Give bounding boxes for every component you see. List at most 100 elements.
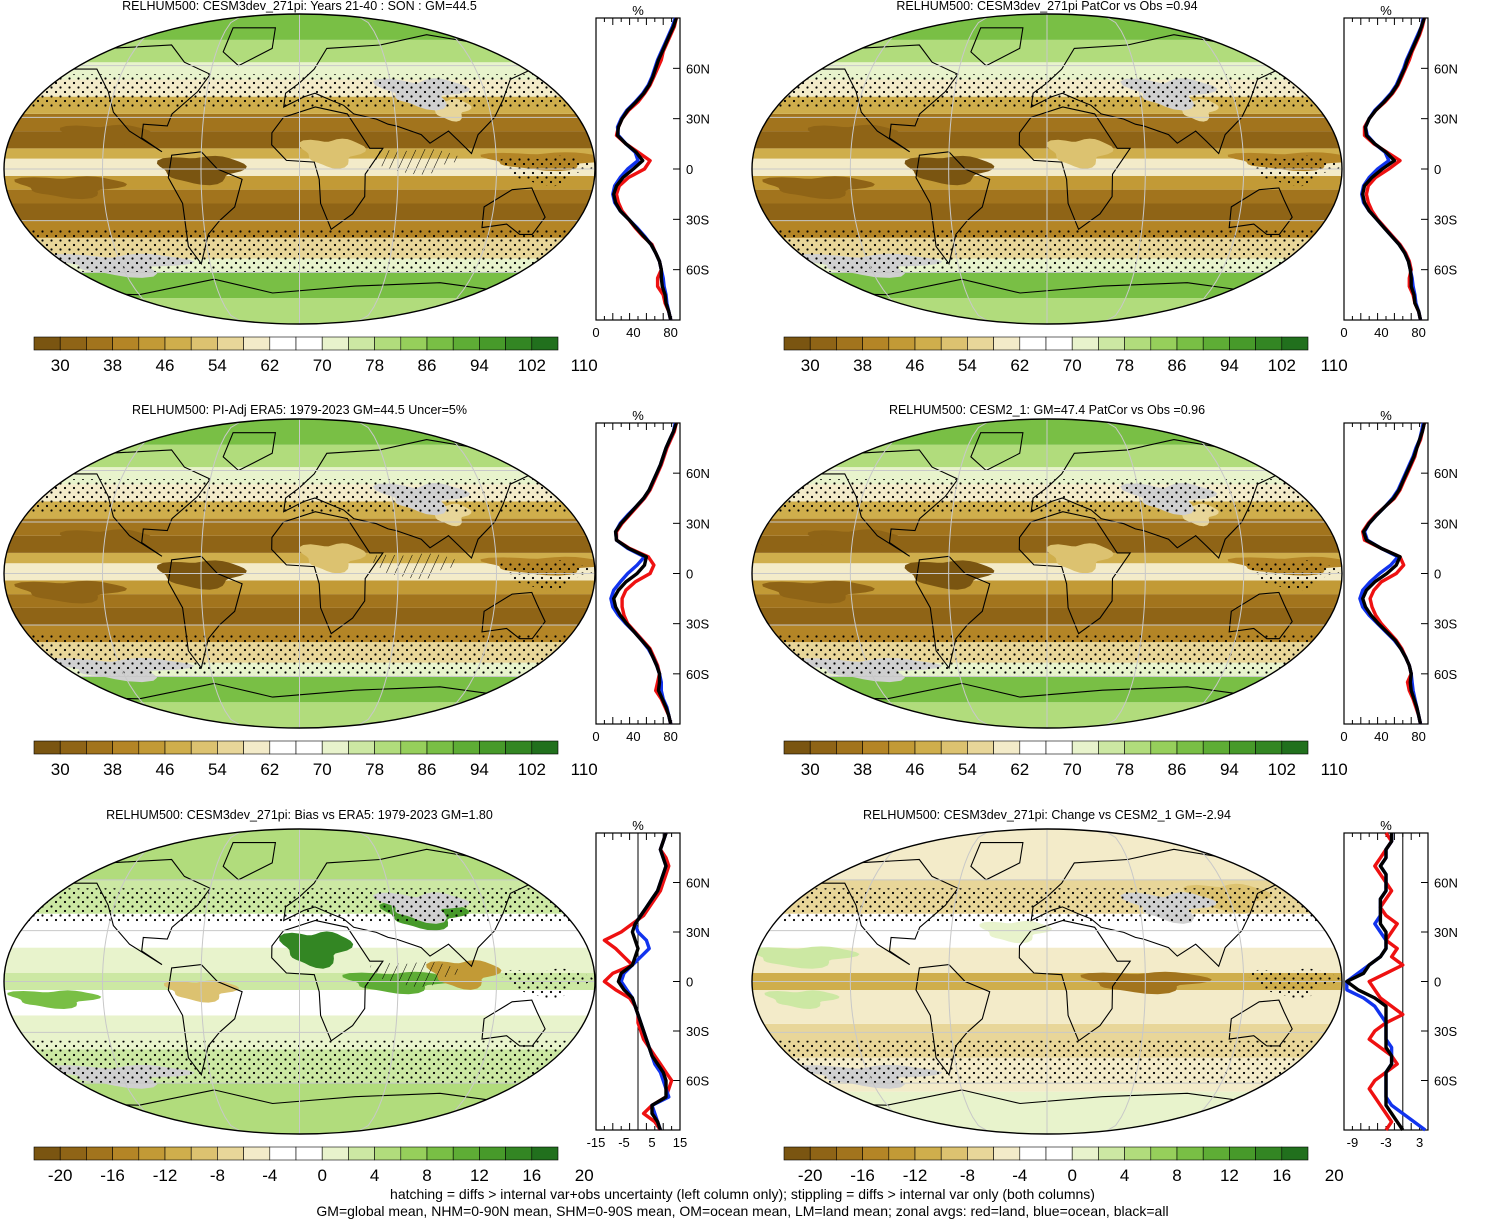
colorbar-label: 54 (208, 356, 227, 375)
colorbar-swatch (243, 336, 271, 351)
zonal-ytick-label: 60N (686, 61, 710, 76)
colorbar-label: -4 (262, 1166, 277, 1185)
panel-1-1: RELHUM500: CESM3dev_271pi: Years 21-40 :… (3, 0, 710, 375)
footer-hatching-note: hatching = diffs > internal var+obs unce… (390, 1186, 1095, 1202)
colorbar-swatch (940, 1146, 968, 1161)
colorbar-swatch (1019, 740, 1047, 755)
colorbar-swatch (452, 336, 480, 351)
colorbar-swatch (217, 336, 244, 351)
stippling (1246, 560, 1341, 591)
zonal-xtick-label: 80 (663, 729, 677, 744)
footer-legend-note: GM=global mean, NHM=0-90N mean, SHM=0-90… (316, 1203, 1169, 1219)
colorbar-label: 102 (1268, 356, 1296, 375)
coastline-north-america (811, 44, 959, 153)
colorbar-label: 110 (1321, 356, 1348, 375)
coastline-greenland (222, 842, 277, 881)
colorbar-swatch (1255, 740, 1283, 755)
zonal-xtick-label: -9 (1347, 1135, 1359, 1150)
colorbar-swatch (888, 1146, 916, 1161)
zonal-ytick-label: 30N (1434, 925, 1458, 940)
colorbar-swatch (1281, 336, 1309, 351)
colorbar-label: -12 (153, 1166, 178, 1185)
zonal-ytick-label: 0 (686, 975, 693, 990)
colorbar-label: 0 (317, 1166, 326, 1185)
colorbar-swatch (940, 740, 968, 755)
colorbar-swatch (914, 740, 942, 755)
zonal-mean-plot: % -9 -3 3 60N 30N 0 30S 60S (1343, 818, 1458, 1150)
field-feature (14, 580, 128, 604)
panel-title: RELHUM500: CESM3dev_271pi: Years 21-40 :… (122, 0, 477, 13)
hatching (370, 553, 460, 580)
field-feature (1046, 543, 1114, 574)
zonal-frame (595, 17, 681, 321)
graticule-meridian (1155, 419, 1245, 728)
colorbar-swatch (836, 336, 863, 351)
colorbar-swatch (426, 336, 454, 351)
colorbar-swatch (940, 336, 968, 351)
colorbar-swatch (217, 740, 244, 755)
graticule-meridian (200, 419, 246, 728)
colorbar-swatch (59, 740, 87, 755)
coastline-africa (1018, 106, 1132, 231)
map-outline (751, 828, 1343, 1135)
coastline-australia (481, 591, 546, 640)
colorbar-swatch (914, 1146, 942, 1161)
field-feature (764, 990, 840, 1009)
coastline-eurasia (283, 439, 548, 559)
coastline-north-america (811, 858, 959, 966)
coastline-antarctica (57, 682, 538, 728)
zonal-ytick-label: 0 (1434, 162, 1441, 177)
colorbar-swatch (374, 740, 402, 755)
map-outline (751, 13, 1343, 325)
coastline-greenland (970, 842, 1024, 881)
hatching (370, 961, 460, 987)
colorbar-label: 94 (470, 356, 489, 375)
coastline-eurasia (1030, 439, 1295, 560)
colorbar-swatch (1176, 1146, 1204, 1161)
colorbar-label: 86 (1168, 760, 1187, 779)
colorbar-swatch (531, 1146, 559, 1161)
zonal-ytick-label: 0 (1434, 975, 1441, 990)
coastline-australia (481, 999, 546, 1047)
colorbar-swatch (59, 1146, 87, 1161)
colorbar: 30 38 46 54 62 70 78 86 94 102 110 (33, 336, 598, 375)
graticule-meridian (407, 14, 498, 324)
zonal-series-all (1361, 17, 1426, 321)
colorbar-label: 94 (470, 760, 489, 779)
colorbar-label: 30 (801, 760, 820, 779)
colorbar-label: 38 (853, 356, 872, 375)
coastline-africa (271, 511, 384, 635)
colorbar-label: 62 (260, 760, 279, 779)
colorbar-label: 70 (313, 760, 332, 779)
map-outline (3, 418, 596, 729)
field-feature (752, 946, 860, 969)
zonal-ytick-label: 0 (686, 162, 693, 177)
panel-title: RELHUM500: CESM2_1: GM=47.4 PatCor vs Ob… (889, 403, 1205, 417)
colorbar-label: -12 (903, 1166, 928, 1185)
field-feature (1080, 971, 1212, 995)
colorbar-swatch (1255, 336, 1283, 351)
coastline-north-america (64, 858, 212, 966)
zonal-ytick-label: 0 (1434, 567, 1441, 582)
zonal-ytick-label: 60N (686, 466, 710, 481)
colorbar-swatch (505, 740, 533, 755)
coastline-australia (1228, 187, 1293, 235)
colorbar: 30 38 46 54 62 70 78 86 94 102 110 (783, 740, 1348, 779)
coastline-south-america (915, 555, 991, 670)
panel-3-2: RELHUM500: CESM3dev_271pi: Change vs CES… (751, 808, 1458, 1185)
colorbar-swatch (1071, 1146, 1099, 1161)
colorbar-swatch (1019, 1146, 1047, 1161)
coastline-australia (1228, 591, 1293, 640)
zonal-ytick-label: 30S (686, 617, 709, 632)
coastline-africa (1018, 919, 1132, 1042)
colorbar-label: 94 (1220, 760, 1239, 779)
field-feature (1046, 138, 1114, 169)
zonal-ytick-label: 60S (686, 1074, 709, 1089)
colorbar-swatch (783, 336, 811, 351)
colorbar-swatch (1124, 740, 1152, 755)
zonal-xtick-label: 0 (592, 729, 599, 744)
zonal-xtick-label: 15 (673, 1135, 687, 1150)
coastline-eurasia (283, 34, 548, 155)
colorbar-swatch (295, 740, 323, 755)
zonal-series-land (602, 832, 674, 1131)
